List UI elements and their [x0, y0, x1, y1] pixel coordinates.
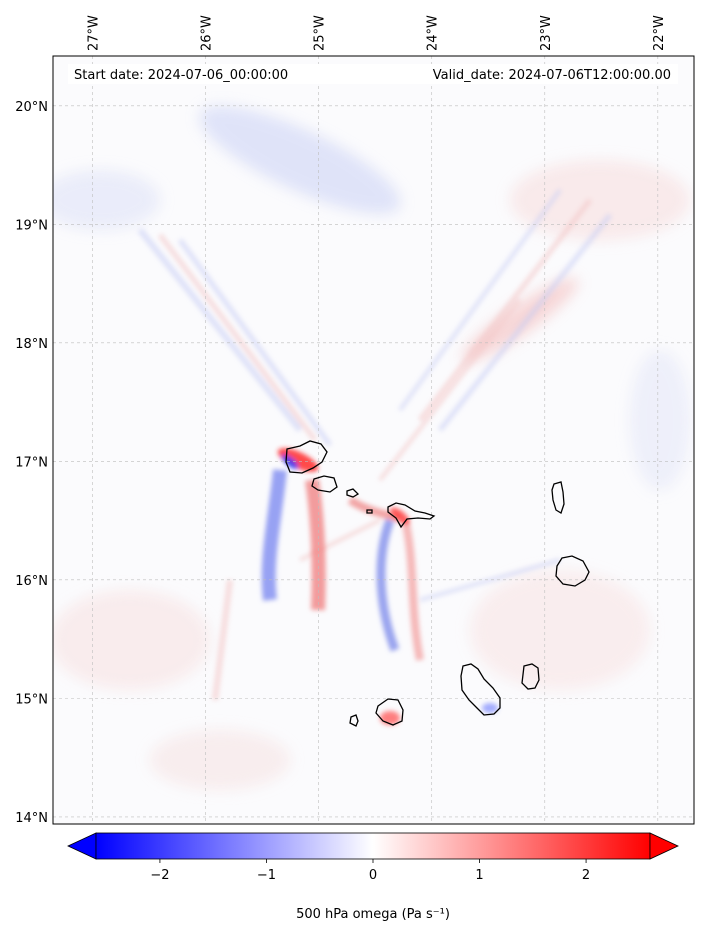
longitude-label: 22°W	[652, 15, 667, 51]
coastline-sao-nicolau	[387, 502, 436, 529]
longitude-label: 24°W	[426, 15, 441, 51]
coastline-brava	[349, 714, 359, 727]
date-box	[68, 64, 678, 84]
omega-field	[53, 106, 690, 790]
latitude-labels: 20°N 19°N 18°N 17°N 16°N 15°N 14°N	[15, 100, 48, 826]
gridlines	[53, 56, 694, 824]
coastline-santa-luzia	[346, 488, 360, 498]
latitude-label: 19°N	[15, 218, 48, 233]
colorbar-extend-min	[67, 832, 97, 860]
longitude-labels: 27°W 26°W 25°W 24°W 23°W 22°W	[87, 15, 667, 51]
coastline-sao-vicente	[311, 475, 338, 493]
valid-date-label: Valid_date: 2024-07-06T12:00:00.00	[433, 68, 671, 83]
colorbar-label: 500 hPa omega (Pa s⁻¹)	[296, 907, 450, 922]
colorbar-tick-label: 1	[475, 868, 483, 883]
colorbar-tick-label: 2	[582, 868, 590, 883]
colorbar: −2 −1 0 1 2 500 hPa omega (Pa s⁻¹)	[67, 832, 679, 922]
map-frame	[52, 55, 695, 825]
coastline-branco	[366, 509, 373, 514]
coastline-santo-antao	[285, 440, 328, 474]
coastline-fogo	[375, 698, 404, 726]
coastline-maio	[521, 663, 540, 690]
latitude-label: 15°N	[15, 692, 48, 707]
colorbar-bar	[95, 832, 651, 860]
latitude-label: 16°N	[15, 574, 48, 589]
map-panel: Start date: 2024-07-06_00:00:00 Valid_da…	[52, 55, 695, 825]
latitude-label: 17°N	[15, 455, 48, 470]
longitude-label: 27°W	[87, 15, 102, 51]
colorbar-extend-max	[649, 832, 679, 860]
colorbar-tick-label: −1	[257, 868, 276, 883]
longitude-label: 23°W	[539, 15, 554, 51]
longitude-label: 26°W	[200, 15, 215, 51]
coastlines	[285, 440, 590, 727]
colorbar-tick-label: 0	[369, 868, 377, 883]
longitude-label: 25°W	[313, 15, 328, 51]
start-date-label: Start date: 2024-07-06_00:00:00	[74, 68, 288, 83]
coastline-santiago	[460, 663, 501, 716]
latitude-label: 14°N	[15, 811, 48, 826]
latitude-label: 20°N	[15, 100, 48, 115]
coastline-boa-vista	[555, 555, 590, 587]
latitude-label: 18°N	[15, 337, 48, 352]
coastline-sal	[551, 481, 565, 514]
colorbar-tick-label: −2	[150, 868, 169, 883]
